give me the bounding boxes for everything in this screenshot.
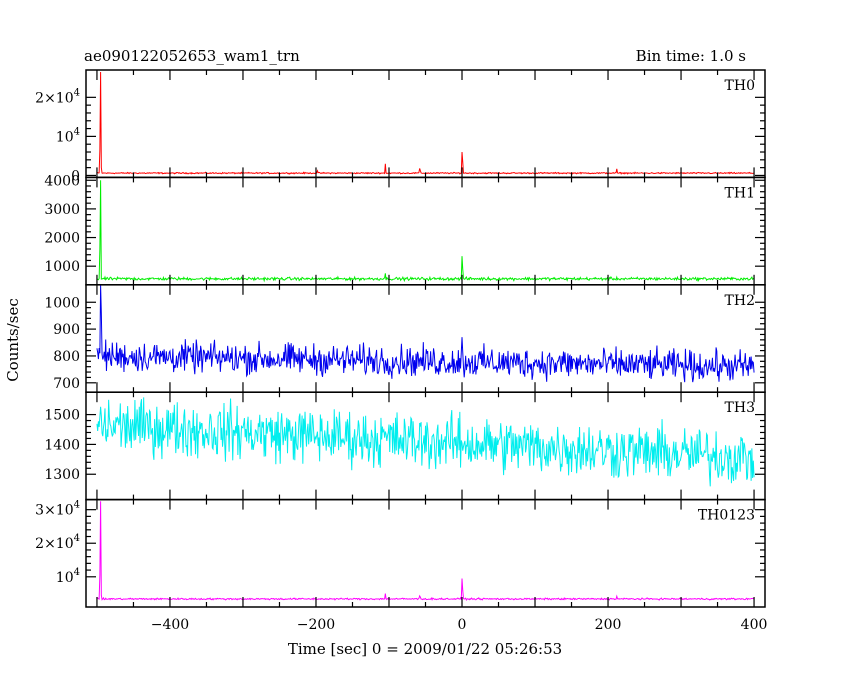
x-tick-label: 200 [595,617,622,633]
y-tick-label: 104 [56,567,80,586]
chart-title: ae090122052653_wam1_trn [84,47,300,65]
x-axis-label: Time [sec] 0 = 2009/01/22 05:26:53 [288,640,562,658]
y-tick-label: 0 [71,168,80,184]
panel-label-th1: TH1 [725,185,755,201]
y-tick-label: 2000 [44,231,80,247]
panel-frame-th0 [85,69,766,179]
y-tick-label: 1400 [44,437,80,453]
series-line-th2 [96,284,755,383]
y-tick-label: 3000 [44,202,80,218]
x-tick-label: 0 [458,617,467,633]
y-tick-label: 800 [53,349,80,365]
panels-group: TH02×1041040TH14000300020001000TH2100090… [35,69,768,633]
series-line-th1 [96,180,755,283]
panel-frame-th1 [85,176,766,286]
x-tick-label: −200 [297,617,335,633]
x-tick-label: 400 [741,617,768,633]
panel-label-th0123: TH0123 [698,508,755,524]
series-line-th0123 [96,501,755,602]
panel-label-th0: TH0 [725,78,755,94]
y-tick-label: 900 [53,322,80,338]
panel-label-th3: TH3 [725,400,755,416]
y-tick-label: 1500 [44,408,80,424]
y-tick-label: 2×104 [35,87,80,106]
y-tick-label: 104 [56,126,80,145]
y-tick-label: 1000 [44,259,80,275]
y-tick-label: 4000 [44,173,80,189]
panel-frame-th0123 [85,498,766,608]
bin-time-label: Bin time: 1.0 s [636,47,746,65]
y-axis-label: Counts/sec [4,298,22,382]
y-tick-label: 700 [53,376,80,392]
y-tick-label: 3×104 [35,500,80,519]
x-tick-label: −400 [151,617,189,633]
panel-label-th2: TH2 [725,293,755,309]
series-line-th3 [96,397,755,487]
series-line-th0 [96,71,755,175]
y-tick-label: 2×104 [35,533,80,552]
y-tick-label: 1000 [44,295,80,311]
panel-frame-th2 [85,284,766,393]
y-tick-label: 1300 [44,467,80,483]
